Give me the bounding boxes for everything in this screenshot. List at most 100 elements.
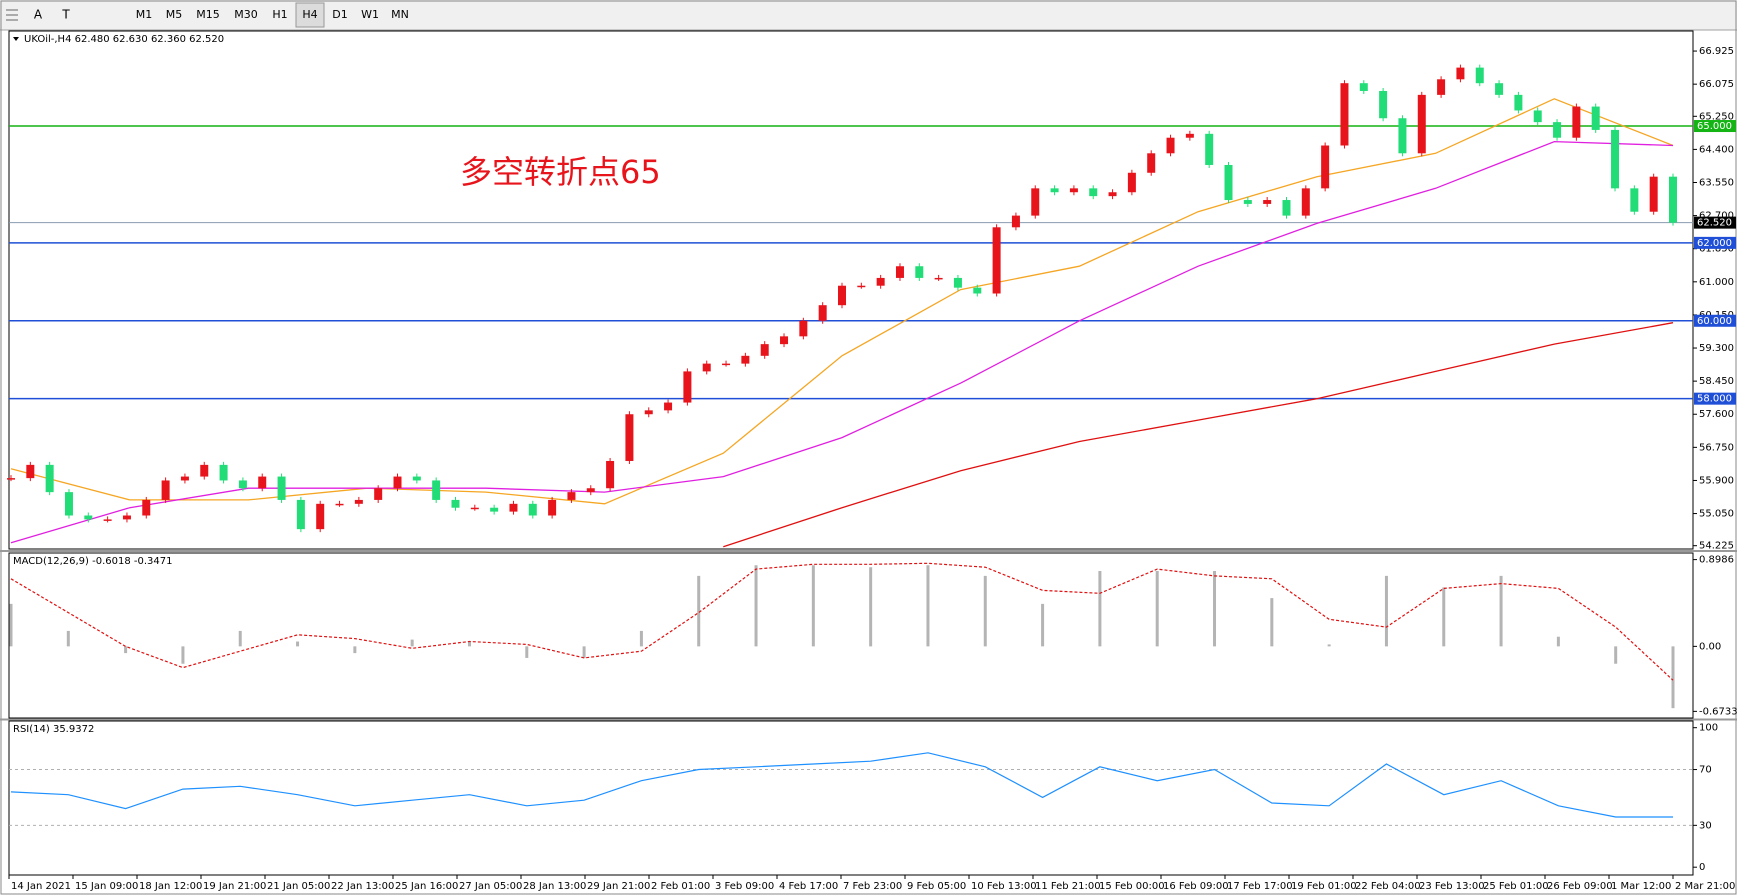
- candle: [1495, 83, 1504, 95]
- candle: [760, 344, 769, 356]
- x-tick-label: 21 Jan 05:00: [267, 881, 330, 892]
- timeframe-button[interactable]: M15: [196, 8, 220, 21]
- candle: [219, 464, 228, 481]
- level-label-box: [1694, 392, 1736, 405]
- candle: [84, 515, 93, 520]
- timeframe-button[interactable]: M30: [234, 8, 258, 21]
- symbol-arrow[interactable]: [13, 37, 19, 41]
- y-tick-label: 62.700: [1699, 211, 1734, 222]
- x-tick-label: 22 Feb 04:00: [1355, 881, 1421, 892]
- active-timeframe[interactable]: [295, 2, 325, 28]
- candle: [1263, 200, 1272, 204]
- moving-average: [10, 98, 1674, 505]
- candle: [1611, 129, 1620, 189]
- candle: [200, 464, 209, 477]
- y-tick-label: 70: [1699, 765, 1712, 776]
- candle: [490, 507, 499, 512]
- candle: [1437, 79, 1446, 95]
- candle: [857, 285, 866, 288]
- candle: [161, 480, 170, 500]
- y-tick-label: 56.750: [1699, 442, 1734, 453]
- candle: [1379, 90, 1388, 119]
- x-tick-label: 17 Feb 17:00: [1227, 881, 1293, 892]
- candle: [722, 363, 731, 366]
- y-tick-label: 61.000: [1699, 277, 1734, 288]
- candle: [567, 492, 576, 500]
- candle: [586, 488, 595, 493]
- candle: [1050, 188, 1059, 193]
- x-tick-label: 10 Feb 13:00: [971, 881, 1037, 892]
- x-tick-label: 19 Jan 21:00: [203, 881, 266, 892]
- timeframe-button[interactable]: D1: [332, 8, 347, 21]
- candle: [335, 503, 344, 506]
- timeframe-button[interactable]: M1: [136, 8, 153, 21]
- x-tick-label: 1 Mar 12:00: [1611, 881, 1671, 892]
- candle: [432, 480, 441, 500]
- candle: [1475, 67, 1484, 84]
- candle: [953, 277, 962, 288]
- candle: [1456, 67, 1465, 80]
- x-tick-label: 27 Jan 05:00: [459, 881, 522, 892]
- x-tick-label: 19 Feb 01:00: [1291, 881, 1357, 892]
- candle: [238, 480, 247, 489]
- y-tick-label: 0.8986: [1699, 555, 1734, 566]
- candle: [644, 410, 653, 415]
- y-tick-label: 58.450: [1699, 376, 1734, 387]
- timeframe-button[interactable]: W1: [361, 8, 379, 21]
- rsi-title: RSI(14) 35.9372: [13, 724, 94, 735]
- current-price-label: 62.520: [1697, 218, 1732, 229]
- y-tick-label: 57.600: [1699, 409, 1734, 420]
- candle: [470, 507, 479, 510]
- candle: [180, 476, 189, 481]
- candle: [1533, 110, 1542, 123]
- candle: [528, 503, 537, 516]
- candle: [1282, 200, 1291, 216]
- timeframe-button[interactable]: M5: [166, 8, 183, 21]
- y-tick-label: 0.00: [1699, 641, 1721, 652]
- candle: [838, 285, 846, 306]
- y-tick-label: 30: [1699, 820, 1712, 831]
- x-tick-label: 29 Jan 21:00: [587, 881, 650, 892]
- menu-icon[interactable]: [6, 9, 18, 21]
- candle: [1031, 188, 1040, 216]
- candle: [1069, 188, 1078, 193]
- timeframe-button[interactable]: H4: [302, 8, 317, 21]
- tool-button[interactable]: A: [34, 8, 43, 22]
- tool-button[interactable]: T: [61, 8, 70, 22]
- timeframe-button[interactable]: H1: [272, 8, 287, 21]
- candle: [992, 227, 1001, 294]
- timeframe-button[interactable]: MN: [391, 8, 409, 21]
- signal-line: [10, 562, 1674, 681]
- level-label-box: [1694, 120, 1736, 133]
- moving-average: [723, 322, 1674, 548]
- candle: [103, 519, 112, 521]
- x-tick-label: 22 Jan 13:00: [331, 881, 394, 892]
- candle: [625, 414, 634, 461]
- x-tick-label: 2 Feb 01:00: [651, 881, 710, 892]
- candle: [277, 476, 286, 500]
- candle: [1166, 137, 1175, 154]
- level-label-box: [1694, 314, 1736, 327]
- moving-average: [10, 140, 1674, 544]
- candle: [1669, 176, 1677, 223]
- candle: [1205, 133, 1214, 165]
- x-tick-label: 2 Mar 21:00: [1675, 881, 1735, 892]
- candle: [1147, 153, 1156, 173]
- x-tick-label: 25 Feb 01:00: [1483, 881, 1549, 892]
- rsi-panel: [8, 720, 1694, 876]
- y-tick-label: 66.075: [1699, 79, 1734, 90]
- candle: [702, 363, 711, 372]
- candle: [915, 266, 924, 278]
- candle: [393, 476, 402, 489]
- candle: [1301, 188, 1310, 216]
- annotation: 多空转折点65: [460, 153, 661, 191]
- y-tick-label: 0: [1699, 862, 1705, 873]
- candle: [26, 464, 35, 479]
- candle: [451, 499, 460, 508]
- candle: [818, 305, 827, 321]
- y-tick-label: -0.6733: [1699, 706, 1737, 717]
- y-tick-label: 55.900: [1699, 475, 1734, 486]
- candle: [316, 503, 325, 530]
